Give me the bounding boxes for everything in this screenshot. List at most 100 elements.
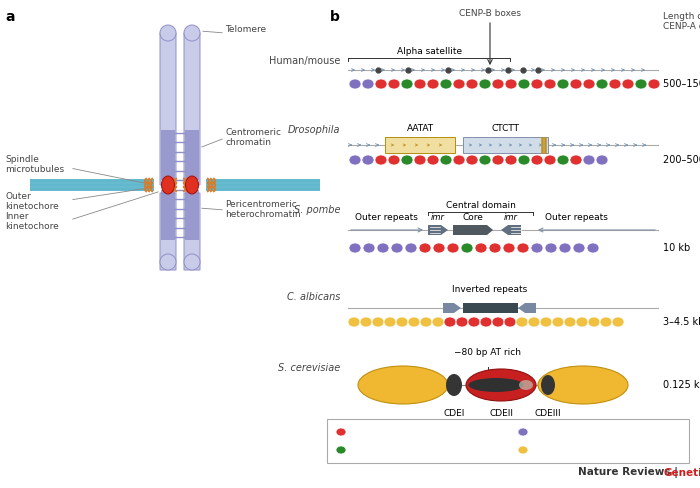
Ellipse shape (456, 317, 468, 327)
Ellipse shape (492, 317, 504, 327)
Ellipse shape (440, 79, 452, 89)
Text: Outer
kinetochore: Outer kinetochore (5, 192, 59, 211)
Ellipse shape (401, 79, 413, 89)
Ellipse shape (552, 317, 564, 327)
Text: Alpha satellite: Alpha satellite (398, 47, 463, 56)
Ellipse shape (401, 155, 413, 165)
Ellipse shape (349, 79, 361, 89)
Ellipse shape (160, 254, 176, 270)
Ellipse shape (375, 155, 387, 165)
FancyBboxPatch shape (160, 193, 176, 270)
Bar (161, 190, 175, 240)
Ellipse shape (540, 317, 552, 327)
Ellipse shape (544, 79, 556, 89)
Text: 10 kb: 10 kb (663, 243, 690, 253)
Ellipse shape (160, 25, 176, 41)
Text: Central domain: Central domain (446, 201, 515, 210)
Ellipse shape (377, 243, 389, 253)
Ellipse shape (503, 243, 515, 253)
Ellipse shape (466, 155, 478, 165)
Ellipse shape (479, 155, 491, 165)
Ellipse shape (545, 243, 557, 253)
Ellipse shape (349, 155, 361, 165)
Text: C. albicans: C. albicans (286, 292, 340, 302)
Text: S. cerevisiae: S. cerevisiae (278, 363, 340, 373)
Ellipse shape (538, 366, 628, 404)
Text: 200–500 kb: 200–500 kb (663, 155, 700, 165)
Text: H3K4me2 nucleosomes (and H2AZ in mice): H3K4me2 nucleosomes (and H2AZ in mice) (349, 446, 546, 454)
Ellipse shape (336, 446, 346, 454)
FancyBboxPatch shape (327, 419, 689, 463)
Ellipse shape (505, 155, 517, 165)
Text: −80 bp AT rich: −80 bp AT rich (454, 348, 522, 357)
Text: CENP-A nucleosomes: CENP-A nucleosomes (349, 427, 444, 436)
FancyBboxPatch shape (160, 33, 176, 185)
Ellipse shape (362, 79, 374, 89)
Ellipse shape (446, 374, 462, 396)
Text: imr: imr (504, 213, 518, 222)
Ellipse shape (635, 79, 647, 89)
Ellipse shape (573, 243, 585, 253)
Ellipse shape (336, 428, 346, 436)
Ellipse shape (440, 155, 452, 165)
Text: Outer repeats: Outer repeats (355, 213, 417, 222)
Ellipse shape (363, 243, 375, 253)
Ellipse shape (583, 79, 595, 89)
Text: b: b (330, 10, 340, 24)
Ellipse shape (388, 79, 400, 89)
Bar (463, 137, 548, 153)
Ellipse shape (570, 155, 582, 165)
Text: 0.125 kb: 0.125 kb (663, 380, 700, 390)
Ellipse shape (420, 317, 432, 327)
Ellipse shape (432, 317, 444, 327)
Ellipse shape (596, 79, 608, 89)
Ellipse shape (360, 317, 372, 327)
Ellipse shape (518, 155, 530, 165)
Text: Genetics: Genetics (664, 468, 700, 478)
Ellipse shape (504, 317, 516, 327)
Ellipse shape (648, 79, 660, 89)
Ellipse shape (570, 79, 582, 89)
Text: imr: imr (431, 213, 445, 222)
Ellipse shape (531, 155, 543, 165)
Ellipse shape (414, 155, 426, 165)
Text: Inner
kinetochore: Inner kinetochore (5, 212, 59, 231)
Ellipse shape (518, 446, 528, 454)
Ellipse shape (518, 428, 528, 436)
Ellipse shape (475, 243, 487, 253)
Text: CDEI: CDEI (443, 409, 465, 418)
Ellipse shape (576, 317, 588, 327)
Text: Human/mouse: Human/mouse (269, 56, 340, 66)
Ellipse shape (348, 317, 360, 327)
Text: Core: Core (463, 213, 484, 222)
Ellipse shape (559, 243, 571, 253)
FancyArrow shape (518, 303, 536, 313)
Text: a: a (5, 10, 15, 24)
Ellipse shape (587, 243, 599, 253)
Ellipse shape (453, 155, 465, 165)
Ellipse shape (468, 317, 480, 327)
Text: Inverted repeats: Inverted repeats (452, 285, 528, 294)
Ellipse shape (466, 369, 536, 401)
Ellipse shape (544, 155, 556, 165)
Text: S. pombe: S. pombe (293, 205, 340, 215)
Ellipse shape (588, 317, 600, 327)
Ellipse shape (531, 79, 543, 89)
Text: Pericentromeric
heterochromatin: Pericentromeric heterochromatin (225, 200, 300, 220)
Ellipse shape (461, 243, 473, 253)
Ellipse shape (557, 79, 569, 89)
Ellipse shape (612, 317, 624, 327)
Text: Spindle
microtubules: Spindle microtubules (5, 155, 64, 174)
Ellipse shape (518, 79, 530, 89)
Ellipse shape (375, 79, 387, 89)
Text: H3K9me2/3 nucleosomes: H3K9me2/3 nucleosomes (531, 427, 646, 436)
Ellipse shape (531, 243, 543, 253)
FancyArrow shape (453, 225, 493, 235)
Ellipse shape (479, 79, 491, 89)
Ellipse shape (564, 317, 576, 327)
Ellipse shape (391, 243, 403, 253)
Ellipse shape (362, 155, 374, 165)
Text: AATAT: AATAT (407, 124, 433, 133)
Ellipse shape (427, 79, 439, 89)
Ellipse shape (162, 176, 174, 194)
